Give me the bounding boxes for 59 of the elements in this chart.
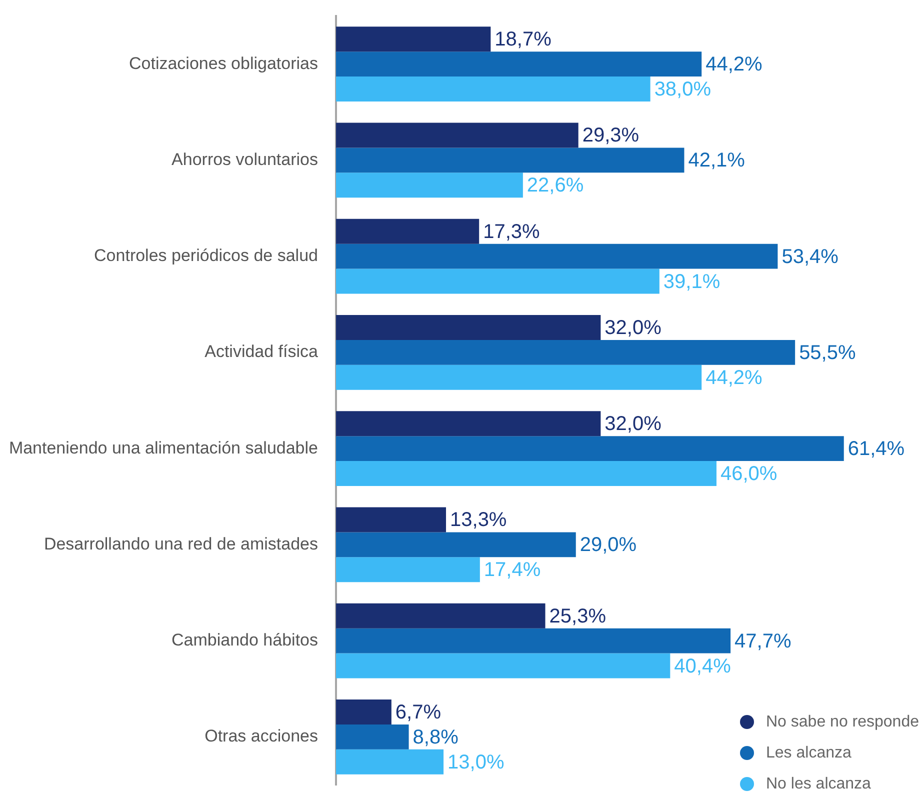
bar: [336, 628, 731, 654]
bar: [336, 411, 601, 436]
bar: [336, 557, 480, 582]
data-label: 39,1%: [663, 270, 720, 293]
bar: [336, 314, 601, 340]
data-label: 25,3%: [549, 605, 606, 628]
data-label: 46,0%: [720, 463, 778, 486]
data-label: 42,1%: [688, 150, 746, 172]
data-label: 32,0%: [604, 316, 662, 339]
bar: [336, 52, 702, 77]
data-label: 40,4%: [674, 655, 732, 678]
bar: [336, 244, 778, 269]
bar: [336, 172, 523, 198]
y-tick-label: Desarrollando una red de amistades: [44, 534, 318, 554]
data-label: 6,7%: [395, 701, 442, 724]
y-tick-label: Cambiando hábitos: [172, 630, 318, 650]
data-label: 44,2%: [706, 366, 763, 389]
bar: [336, 340, 796, 365]
data-label: 38,0%: [654, 78, 712, 101]
bar: [336, 532, 576, 558]
bar: [336, 268, 660, 294]
bar: [336, 507, 446, 532]
legend-label: Les alcanza: [766, 744, 852, 762]
y-tick-label: Manteniendo una alimentación saludable: [8, 438, 318, 458]
bar: [336, 461, 716, 486]
data-label: 29,3%: [582, 124, 640, 147]
data-label: 29,0%: [580, 534, 637, 556]
bar: [336, 122, 578, 148]
data-label: 47,7%: [734, 630, 792, 652]
bar: [336, 724, 409, 750]
bar: [336, 699, 392, 724]
data-label: 22,6%: [526, 174, 584, 197]
y-tick-label: Controles periódicos de salud: [94, 246, 318, 265]
data-label: 53,4%: [782, 246, 839, 268]
data-label: 17,3%: [483, 220, 540, 243]
data-label: 55,5%: [799, 342, 856, 364]
bar: [336, 436, 844, 462]
legend-label: No sabe no responde: [766, 713, 920, 730]
bar: [336, 218, 480, 244]
bar: [336, 364, 702, 390]
bar: [336, 76, 650, 102]
data-label: 13,3%: [450, 509, 507, 532]
bar: [336, 148, 684, 173]
data-label: 61,4%: [848, 438, 905, 460]
data-label: 8,8%: [412, 726, 459, 748]
y-tick-label: Cotizaciones obligatorias: [129, 54, 318, 73]
bar: [336, 749, 444, 774]
data-label: 17,4%: [484, 559, 541, 582]
data-label: 13,0%: [448, 751, 504, 774]
legend-label: No les alcanza: [766, 775, 872, 792]
y-tick-label: Otras acciones: [204, 726, 318, 746]
bar: [336, 603, 546, 628]
data-label: 32,0%: [604, 413, 662, 436]
data-label: 18,7%: [494, 28, 552, 51]
y-tick-label: Ahorros voluntarios: [172, 150, 318, 169]
bar: [336, 26, 491, 52]
bar: [336, 653, 670, 678]
data-label: 44,2%: [706, 54, 763, 76]
y-tick-label: Actividad física: [204, 342, 319, 362]
